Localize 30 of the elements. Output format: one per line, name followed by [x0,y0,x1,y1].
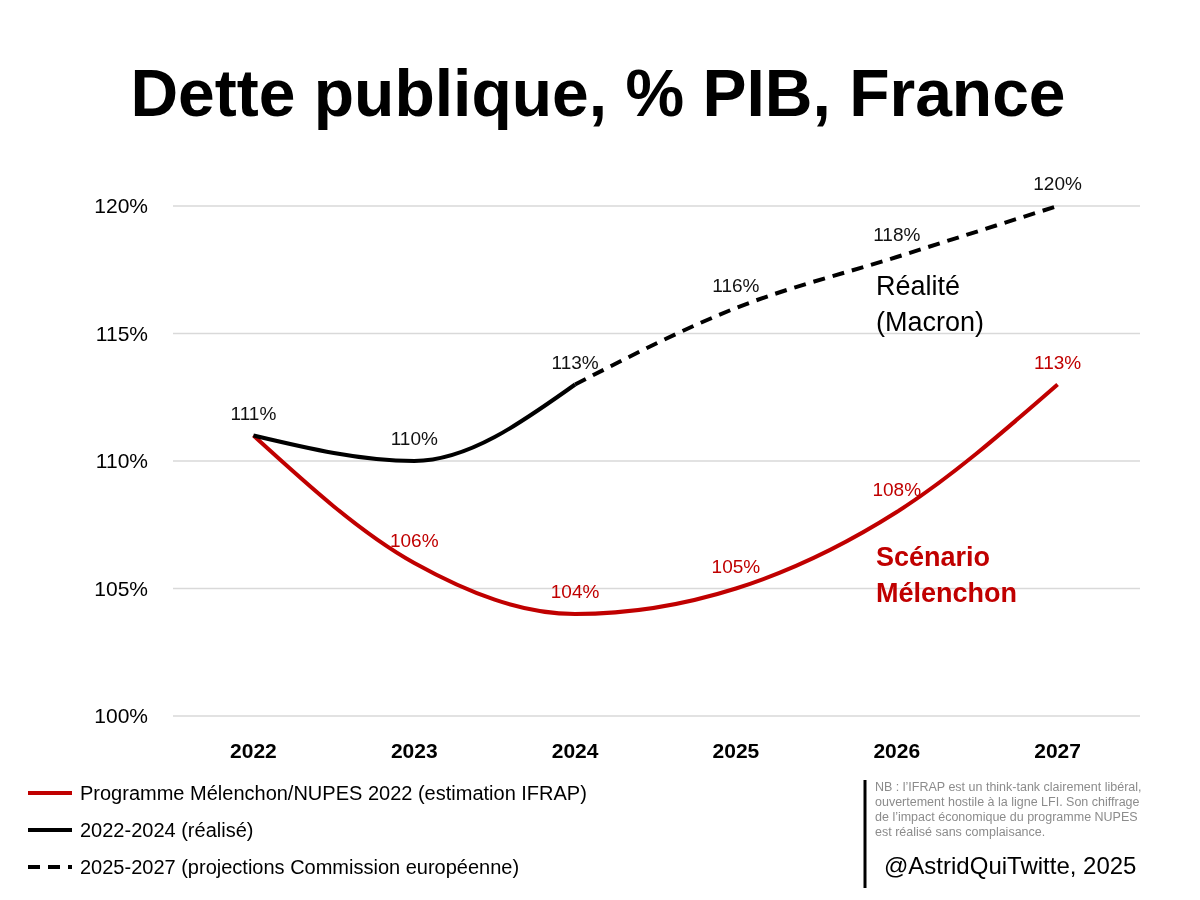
x-tick-label: 2024 [551,739,599,762]
data-label: 118% [873,224,921,245]
y-tick-label: 100% [94,704,148,727]
y-tick-label: 120% [94,194,148,217]
data-label: 113% [1033,351,1082,373]
legend-label: Programme Mélenchon/NUPES 2022 (estimation IFRAP) [80,782,587,804]
x-tick-label: 2022 [230,739,277,762]
x-tick-label: 2026 [873,739,921,762]
annotation: Réalité (Macron) [876,271,985,337]
text: NB : l’IFRAP est un think-tank clairement libéral, ouvertement hostile à la ligne LFI. Son chiffrage de l’impact économique du programme NUPES est réalisé sans complaisance. [875,780,1142,839]
data-label: 104% [550,581,600,602]
annotation: Scénario Mélenchon [876,542,1018,608]
y-tick-label: 115% [95,321,148,345]
data-label: 111% [230,402,277,424]
data-label: 113% [551,351,599,373]
text: @AstridQuiTwitte, 2025 [884,852,1137,879]
chart-title: Dette publique, % PIB, France [130,56,1066,130]
x-tick-label: 2027 [1034,739,1081,762]
data-label: 108% [872,479,922,500]
y-tick-label: 105% [94,576,148,600]
y-tick-label: 110% [95,449,148,472]
x-tick-label: 2023 [390,739,438,762]
data-label: 116% [712,275,760,296]
legend-label: 2022-2024 (réalisé) [80,819,254,841]
data-label: 106% [389,530,439,551]
legend-label: 2025-2027 (projections Commission européenne) [80,856,520,878]
data-label: 110% [390,428,438,449]
data-label: 105% [711,555,761,577]
data-label: 120% [1033,173,1082,194]
x-tick-label: 2025 [712,739,760,762]
